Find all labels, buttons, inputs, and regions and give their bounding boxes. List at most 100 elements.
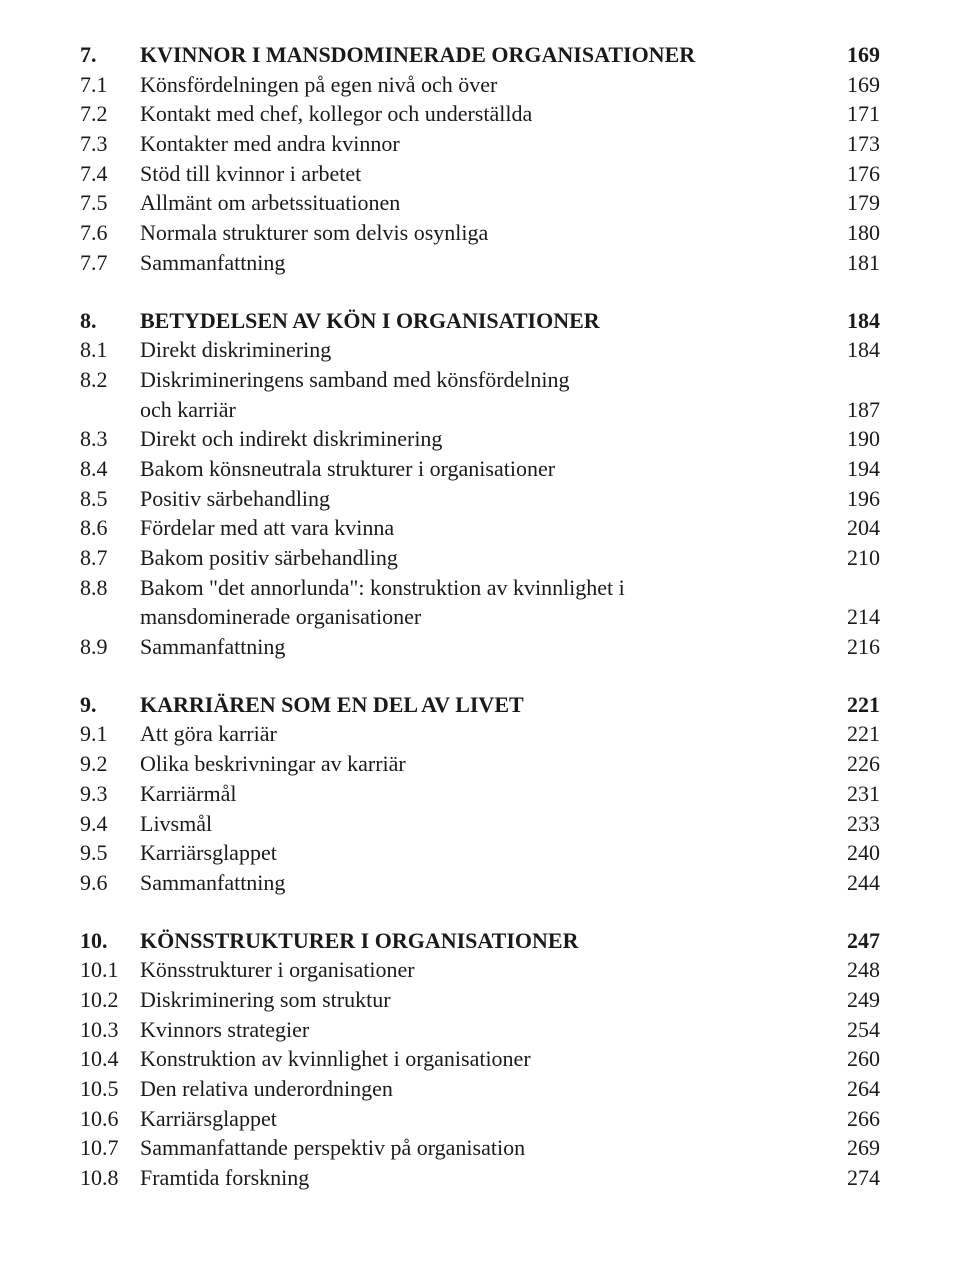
toc-page: 269 <box>820 1133 880 1163</box>
toc-page: 244 <box>820 868 880 898</box>
toc-page: 226 <box>820 749 880 779</box>
toc-row: 8.2Diskrimineringens samband med könsför… <box>80 365 880 395</box>
toc-row: 7.5Allmänt om arbetssituationen179 <box>80 188 880 218</box>
toc-page: 180 <box>820 218 880 248</box>
toc-row: 7.KVINNOR I MANSDOMINERADE ORGANISATIONE… <box>80 40 880 70</box>
toc-row: 8.7Bakom positiv särbehandling210 <box>80 543 880 573</box>
toc-row: 7.3Kontakter med andra kvinnor173 <box>80 129 880 159</box>
toc-number: 10.8 <box>80 1163 140 1193</box>
toc-row: 7.7Sammanfattning181 <box>80 248 880 278</box>
toc-page: 169 <box>820 70 880 100</box>
toc-number: 10.1 <box>80 955 140 985</box>
toc-page: 221 <box>820 719 880 749</box>
toc-row: 8.3Direkt och indirekt diskriminering190 <box>80 424 880 454</box>
toc-row: 10.6Karriärsglappet266 <box>80 1104 880 1134</box>
toc-title: Sammanfattning <box>140 868 820 898</box>
toc-row: 8.6Fördelar med att vara kvinna204 <box>80 513 880 543</box>
toc-title: KÖNSSTRUKTURER I ORGANISATIONER <box>140 926 820 956</box>
toc-number: 10.5 <box>80 1074 140 1104</box>
toc-row: 10.1Könsstrukturer i organisationer248 <box>80 955 880 985</box>
toc-page: 254 <box>820 1015 880 1045</box>
toc-page: 247 <box>820 926 880 956</box>
toc-row: 10.KÖNSSTRUKTURER I ORGANISATIONER247 <box>80 926 880 956</box>
toc-title: Positiv särbehandling <box>140 484 820 514</box>
toc-page: 176 <box>820 159 880 189</box>
toc-row: 9.KARRIÄREN SOM EN DEL AV LIVET221 <box>80 690 880 720</box>
toc-page: 260 <box>820 1044 880 1074</box>
toc-page: 274 <box>820 1163 880 1193</box>
toc-row: 7.6Normala strukturer som delvis osynlig… <box>80 218 880 248</box>
toc-number: 9.3 <box>80 779 140 809</box>
toc-number: 7.3 <box>80 129 140 159</box>
toc-title-cont: och karriär <box>140 395 820 425</box>
toc-number: 7.2 <box>80 99 140 129</box>
toc-number: 7.7 <box>80 248 140 278</box>
toc-page: 173 <box>820 129 880 159</box>
toc-number: 10.2 <box>80 985 140 1015</box>
toc-title: Den relativa underordningen <box>140 1074 820 1104</box>
toc-section: 8.BETYDELSEN AV KÖN I ORGANISATIONER1848… <box>80 306 880 662</box>
toc-page: 169 <box>820 40 880 70</box>
table-of-contents: 7.KVINNOR I MANSDOMINERADE ORGANISATIONE… <box>80 40 880 1193</box>
toc-row: 8.5Positiv särbehandling196 <box>80 484 880 514</box>
toc-row: 9.5Karriärsglappet240 <box>80 838 880 868</box>
toc-title: Karriärmål <box>140 779 820 809</box>
toc-page: 184 <box>820 335 880 365</box>
toc-title-cont: mansdominerade organisationer <box>140 602 820 632</box>
toc-number: 8.6 <box>80 513 140 543</box>
toc-title: Stöd till kvinnor i arbetet <box>140 159 820 189</box>
toc-title: Allmänt om arbetssituationen <box>140 188 820 218</box>
toc-number: 8.3 <box>80 424 140 454</box>
toc-number: 9.4 <box>80 809 140 839</box>
toc-row: 10.4Konstruktion av kvinnlighet i organi… <box>80 1044 880 1074</box>
toc-number: 7.1 <box>80 70 140 100</box>
toc-page: 231 <box>820 779 880 809</box>
toc-title: Bakom könsneutrala strukturer i organisa… <box>140 454 820 484</box>
toc-section: 10.KÖNSSTRUKTURER I ORGANISATIONER24710.… <box>80 926 880 1193</box>
toc-number: 8.9 <box>80 632 140 662</box>
toc-row: 10.7Sammanfattande perspektiv på organis… <box>80 1133 880 1163</box>
toc-title: Könsfördelningen på egen nivå och över <box>140 70 820 100</box>
toc-page: 210 <box>820 543 880 573</box>
toc-row: 8.1Direkt diskriminering184 <box>80 335 880 365</box>
toc-title: Olika beskrivningar av karriär <box>140 749 820 779</box>
toc-title: Livsmål <box>140 809 820 839</box>
toc-number: 7.5 <box>80 188 140 218</box>
toc-title: Konstruktion av kvinnlighet i organisati… <box>140 1044 820 1074</box>
toc-title: Sammanfattning <box>140 632 820 662</box>
toc-page: 179 <box>820 188 880 218</box>
toc-number: 8.4 <box>80 454 140 484</box>
toc-row: 9.3Karriärmål231 <box>80 779 880 809</box>
toc-title: Direkt diskriminering <box>140 335 820 365</box>
toc-title: BETYDELSEN AV KÖN I ORGANISATIONER <box>140 306 820 336</box>
toc-title: Karriärsglappet <box>140 838 820 868</box>
toc-number: 8.1 <box>80 335 140 365</box>
toc-page: 264 <box>820 1074 880 1104</box>
toc-page: 204 <box>820 513 880 543</box>
toc-number: 10.7 <box>80 1133 140 1163</box>
toc-page: 184 <box>820 306 880 336</box>
toc-page: 266 <box>820 1104 880 1134</box>
toc-row: 10.8Framtida forskning274 <box>80 1163 880 1193</box>
toc-title: Diskrimineringens samband med könsfördel… <box>140 365 820 395</box>
toc-row: 7.2Kontakt med chef, kollegor och unders… <box>80 99 880 129</box>
toc-page: 248 <box>820 955 880 985</box>
toc-title: Kontakt med chef, kollegor och understäl… <box>140 99 820 129</box>
toc-page: 187 <box>820 395 880 425</box>
toc-title: Framtida forskning <box>140 1163 820 1193</box>
toc-page: 214 <box>820 602 880 632</box>
toc-title: Att göra karriär <box>140 719 820 749</box>
toc-row: 10.2Diskriminering som struktur249 <box>80 985 880 1015</box>
toc-number: 8.5 <box>80 484 140 514</box>
toc-row: 10.3Kvinnors strategier254 <box>80 1015 880 1045</box>
toc-page: 240 <box>820 838 880 868</box>
toc-title: Fördelar med att vara kvinna <box>140 513 820 543</box>
toc-row: 9.6Sammanfattning244 <box>80 868 880 898</box>
toc-number: 8.7 <box>80 543 140 573</box>
toc-page: 171 <box>820 99 880 129</box>
toc-number: 10.3 <box>80 1015 140 1045</box>
toc-title: KVINNOR I MANSDOMINERADE ORGANISATIONER <box>140 40 820 70</box>
toc-number: 7.4 <box>80 159 140 189</box>
toc-number: 8.8 <box>80 573 140 603</box>
toc-page: 216 <box>820 632 880 662</box>
